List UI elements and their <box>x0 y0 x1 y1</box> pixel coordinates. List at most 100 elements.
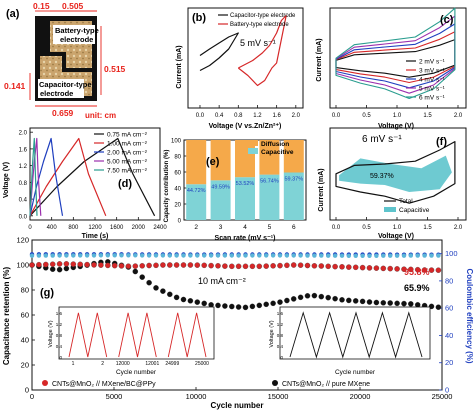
dimension-lines <box>29 10 102 107</box>
dim-right: 0.515 <box>104 64 126 74</box>
panel-g-point-s0 <box>201 262 207 269</box>
panel-c-legend-label-2: 4 mV s⁻¹ <box>419 77 446 84</box>
panel-f-x-tick-label: 0.5 <box>362 225 371 231</box>
panel-g-y-left-tick-label: 120 <box>16 236 29 245</box>
unit-label: unit: cm <box>85 111 116 120</box>
panel-g-point-s3 <box>429 253 434 258</box>
legend-label-capacitive: Capacitive <box>261 149 294 156</box>
panel-e-x-tick-label: 2 <box>194 224 198 231</box>
panel-d-x-tick-label: 800 <box>68 225 79 231</box>
panel-g-point-s1 <box>229 303 235 310</box>
panel-g-point-s3 <box>326 253 331 258</box>
panel-b-plot <box>199 14 287 87</box>
panel-g-point-s0 <box>325 263 331 270</box>
panel-b-ylabel: Current (mA) <box>176 45 183 88</box>
panel-g-point-s0 <box>160 262 166 268</box>
panel-g-point-s1 <box>249 303 256 310</box>
panel-e-letter: (e) <box>206 156 220 168</box>
panel-g-point-s3 <box>195 253 200 258</box>
panel-g-point-s1 <box>366 299 373 305</box>
panel-g-point-s3 <box>360 253 365 258</box>
inset-left-plot-y-tick-label: 0.4 <box>56 344 63 349</box>
panel-d-y-tick-label: 1.6 <box>19 147 28 153</box>
legend-label-diffusion: Diffusion <box>261 141 289 148</box>
panel-g-point-s3 <box>367 253 372 258</box>
panel-g-point-s1 <box>256 302 263 309</box>
panel-g-point-s0 <box>380 265 387 272</box>
panel-g-point-s0 <box>118 263 125 269</box>
panel-e-y-tick-label: 80 <box>174 155 181 161</box>
inset-left-plot-waveform <box>118 312 157 358</box>
inset-left-plot: 0 0.4 0.8 1.2 1.6 1 2 12000 12001 24999 25000 <box>56 311 209 367</box>
panel-g-point-s1 <box>435 304 442 310</box>
panel-g-point-s1 <box>160 288 166 294</box>
panel-e-bars: 44.72% 49.59% 53.52% 56.74% 59.37% <box>186 140 304 220</box>
panel-b-series-0 <box>199 32 239 72</box>
panel-c-axes <box>329 7 467 109</box>
panel-g-point-s1 <box>194 299 201 305</box>
panel-d-legend-label-0: 0.75 mA cm⁻² <box>107 132 148 139</box>
legend-label-capacitive-f: Capacitive <box>399 207 430 214</box>
panel-b-letter: (b) <box>192 12 206 24</box>
panel-g-point-s1 <box>359 298 366 305</box>
inset-left-plot-x-tick-label: 1 <box>72 361 75 367</box>
panel-g-point-s0 <box>421 267 428 273</box>
panel-d-series-2 <box>29 137 64 216</box>
panel-g-y-left-tick-label: 100 <box>16 261 29 270</box>
panel-g-x-tick-label: 0 <box>30 392 34 401</box>
panel-c-legend-label-0: 2 mV s⁻¹ <box>419 59 446 66</box>
panel-d-y-tick-label: 2.0 <box>19 131 28 137</box>
panel-e-y-tick-label: 100 <box>171 139 182 145</box>
panel-e-y-tick-label: 20 <box>174 203 181 209</box>
panel-g-point-s0 <box>394 266 400 272</box>
panel-d-legend-label-2: 2.00 mA cm⁻² <box>107 150 148 157</box>
battery-label-line-2: electrode <box>60 35 93 44</box>
panel-d-legend: 0.75 mA cm⁻² 1.00 mA cm⁻² 2.00 mA cm⁻² 5.00… <box>94 132 148 175</box>
panel-g-point-s0 <box>49 261 56 267</box>
panel-g-y-right-tick-label: 60 <box>445 304 453 313</box>
panel-g-point-s1 <box>339 297 345 303</box>
panel-g-point-s1 <box>401 300 407 307</box>
panel-g-point-s1 <box>180 296 187 303</box>
panel-c-series-4 <box>335 7 456 100</box>
panel-e-x-tick-label: 4 <box>243 224 247 231</box>
panel-d-plot <box>29 137 156 217</box>
legend-label-total: Total <box>399 198 413 205</box>
panel-b-x-ticks: 0.0 0.4 0.8 1.2 1.6 2.0 <box>196 105 301 119</box>
panel-g-point-s1 <box>352 298 359 304</box>
panel-g-point-s3 <box>353 253 358 258</box>
battery-label-line-1: Battery-type <box>55 26 99 35</box>
panel-g-point-s0 <box>180 262 187 268</box>
panel-g-point-s1 <box>325 294 331 301</box>
inset-left: Voltage (V) Cycle number 00.40.81.21.61 2… <box>48 306 215 376</box>
panel-c-x-tick-label: 2.0 <box>454 113 463 119</box>
panel-g-point-s3 <box>250 253 255 258</box>
panel-g-legend: CNTs@MnO₂ // MXene/BC@PPy CNTs@MnO₂ // p… <box>42 380 370 388</box>
panel-f-annotation: 6 mV s⁻¹ <box>362 134 402 145</box>
panel-g-point-s3 <box>57 253 62 258</box>
inset-right-plot-y-tick-label: 0.8 <box>277 333 284 338</box>
panel-g-point-s3 <box>229 253 234 258</box>
panel-g-y-right-tick-label: 100 <box>445 249 458 258</box>
panel-g-point-s0 <box>304 262 311 269</box>
panel-d-legend-label-4: 7.50 mA cm⁻² <box>107 168 148 175</box>
panel-g-point-s1 <box>332 295 338 302</box>
bar-capacitive-5 <box>259 174 280 220</box>
panel-g-point-s0 <box>311 263 318 269</box>
panel-c: Current (mA) 0.0 0.5 1.0 1.5 2.0 (c) 2 mV s⁻… <box>316 7 467 130</box>
panel-g-point-s1 <box>132 268 139 275</box>
panel-g-point-s1 <box>263 301 269 308</box>
panel-e-y-tick-label: 0 <box>178 219 182 225</box>
panel-g-point-s0 <box>277 262 283 269</box>
panel-e-ticks: 0 20 40 60 80 100 2 3 4 5 6 <box>171 139 296 232</box>
panel-c-x-tick-label: 0.0 <box>332 113 341 119</box>
panel-f-x-ticks: 0.0 0.5 1.0 1.5 2.0 <box>332 217 463 231</box>
panel-g-x-tick-label: 15000 <box>268 392 289 401</box>
panel-g-point-s1 <box>187 298 194 304</box>
panel-g-point-s0 <box>373 265 380 271</box>
panel-g-point-s1 <box>380 300 387 306</box>
panel-g-point-s1 <box>394 300 400 307</box>
panel-g-point-s0 <box>428 267 435 273</box>
panel-g-point-s0 <box>98 262 104 268</box>
panel-c-x-tick-label: 0.5 <box>362 113 371 119</box>
